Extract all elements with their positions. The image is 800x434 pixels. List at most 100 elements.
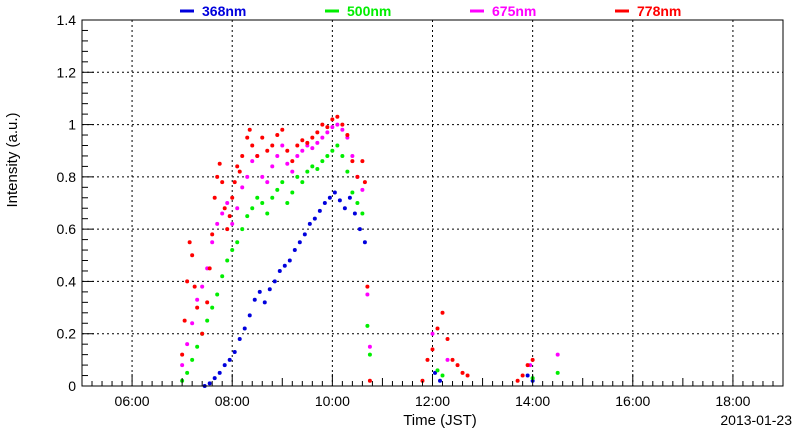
data-point <box>245 214 250 219</box>
data-point <box>310 146 315 151</box>
data-point <box>222 363 227 368</box>
data-point <box>332 190 337 195</box>
x-tick-label: 16:00 <box>615 393 650 409</box>
data-point <box>185 279 190 284</box>
data-point <box>210 232 215 237</box>
data-point <box>305 169 310 174</box>
data-point <box>515 378 520 383</box>
data-point <box>185 342 190 347</box>
data-point <box>555 352 560 357</box>
x-tick-label: 06:00 <box>115 393 150 409</box>
data-point <box>257 289 262 294</box>
data-point <box>290 190 295 195</box>
data-point <box>327 195 332 200</box>
data-point <box>315 140 320 145</box>
data-point <box>350 190 355 195</box>
data-point <box>315 130 320 135</box>
data-point <box>335 114 340 119</box>
data-point <box>255 195 260 200</box>
data-point <box>220 180 225 185</box>
data-point <box>355 174 360 179</box>
series-778nm <box>180 114 535 383</box>
data-point <box>245 135 250 140</box>
data-point <box>285 148 290 153</box>
data-point <box>367 352 372 357</box>
y-tick-label: 1.2 <box>57 64 77 80</box>
data-point <box>242 326 247 331</box>
data-point <box>525 363 530 368</box>
data-point <box>270 195 275 200</box>
data-point <box>555 370 560 375</box>
data-point <box>315 167 320 172</box>
data-point <box>435 368 440 373</box>
data-point <box>277 268 282 273</box>
data-point <box>250 159 255 164</box>
data-point <box>530 357 535 362</box>
data-point <box>337 198 342 203</box>
data-point <box>445 336 450 341</box>
data-point <box>310 135 315 140</box>
data-point <box>360 159 365 164</box>
data-point <box>240 185 245 190</box>
y-tick-label: 0 <box>68 378 76 394</box>
data-point <box>265 148 270 153</box>
data-point <box>325 125 330 130</box>
legend-label: 675nm <box>492 3 536 19</box>
data-point <box>215 174 220 179</box>
data-point <box>297 240 302 245</box>
data-point <box>222 206 227 211</box>
data-point <box>240 227 245 232</box>
data-point <box>270 164 275 169</box>
legend: 368nm 500nm 675nm 778nm <box>180 3 681 19</box>
y-tick-label: 0.8 <box>57 169 77 185</box>
x-tick-label: 10:00 <box>315 393 350 409</box>
data-point <box>195 344 200 349</box>
data-point <box>295 153 300 158</box>
data-point <box>440 373 445 378</box>
data-point <box>367 344 372 349</box>
data-point <box>307 221 312 226</box>
data-point <box>212 376 217 381</box>
data-point <box>290 159 295 164</box>
data-point <box>335 143 340 148</box>
data-point <box>295 174 300 179</box>
data-point <box>435 326 440 331</box>
data-point <box>215 221 220 226</box>
x-tick-label: 12:00 <box>415 393 450 409</box>
data-point <box>200 331 205 336</box>
data-point <box>237 336 242 341</box>
x-axis-label: Time (JST) <box>403 412 477 429</box>
data-point <box>237 169 242 174</box>
date-label: 2013-01-23 <box>720 412 792 428</box>
data-point <box>460 370 465 375</box>
data-point <box>360 187 365 192</box>
data-point <box>350 159 355 164</box>
data-point <box>245 174 250 179</box>
x-tick-label: 08:00 <box>215 393 250 409</box>
data-point <box>340 153 345 158</box>
data-point <box>325 130 330 135</box>
data-point <box>365 323 370 328</box>
data-point <box>247 313 252 318</box>
data-point <box>438 378 443 383</box>
axes: 06:00 08:00 10:00 12:00 14:00 16:00 18:00 0 0.2 0… <box>57 12 784 409</box>
data-point <box>210 305 215 310</box>
data-point <box>187 240 192 245</box>
data-point <box>185 370 190 375</box>
data-point <box>272 279 277 284</box>
data-point <box>180 352 185 357</box>
data-point <box>420 378 425 383</box>
data-point <box>205 300 210 305</box>
data-point <box>217 161 222 166</box>
data-point <box>232 180 237 185</box>
data-point <box>200 284 205 289</box>
legend-label: 368nm <box>202 3 246 19</box>
data-point <box>445 357 450 362</box>
series-675nm <box>180 122 560 368</box>
data-point <box>260 135 265 140</box>
data-point <box>280 127 285 132</box>
legend-label: 778nm <box>637 3 681 19</box>
data-point <box>292 248 297 253</box>
data-points <box>180 114 560 388</box>
data-point <box>340 122 345 127</box>
